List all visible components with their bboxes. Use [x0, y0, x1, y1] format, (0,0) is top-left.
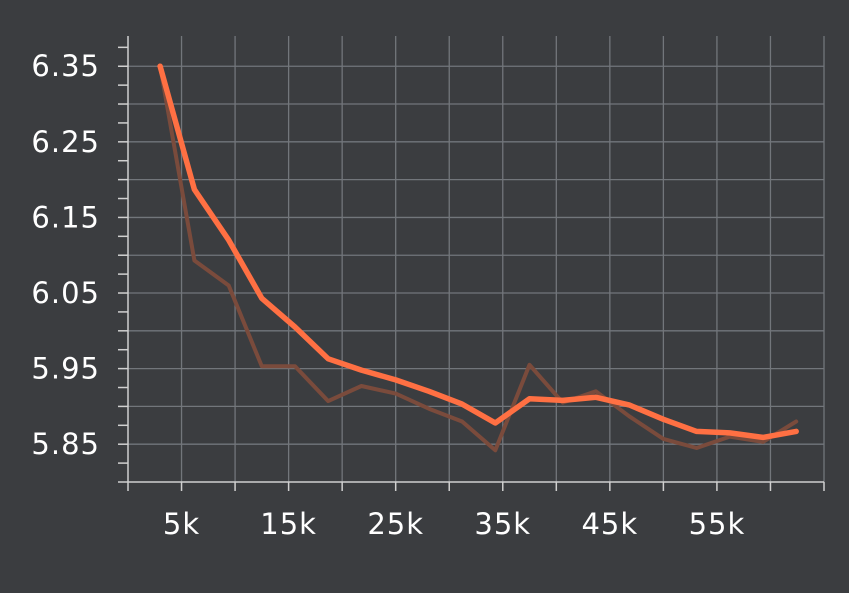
axes — [118, 36, 825, 491]
y-tick-label: 5.85 — [31, 427, 100, 461]
x-tick-label: 25k — [367, 507, 424, 541]
x-tick-label: 55k — [689, 507, 746, 541]
y-tick-label: 6.15 — [31, 200, 100, 234]
y-tick-labels: 5.85 5.95 6.05 6.15 6.25 6.35 — [31, 49, 100, 461]
x-tick-label: 45k — [581, 507, 638, 541]
x-tick-label: 15k — [260, 507, 317, 541]
y-tick-label: 6.35 — [31, 49, 100, 83]
y-tick-label: 6.05 — [31, 276, 100, 310]
y-tick-label: 6.25 — [31, 125, 100, 159]
x-tick-label: 5k — [163, 507, 200, 541]
series-line-raw — [158, 64, 799, 453]
x-tick-labels: 5k 15k 25k 35k 45k 55k — [163, 507, 746, 541]
x-tick-label: 35k — [474, 507, 531, 541]
y-tick-label: 5.95 — [31, 352, 100, 386]
series-line-smoothed — [157, 63, 799, 441]
series-lines — [157, 63, 799, 453]
